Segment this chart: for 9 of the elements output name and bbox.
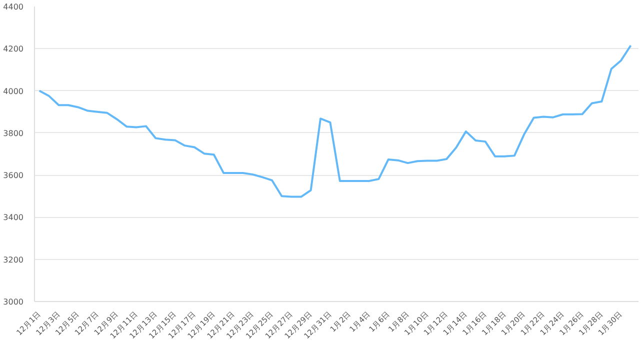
y-tick-label: 3400: [3, 213, 24, 222]
y-tick-label: 3200: [3, 255, 24, 264]
y-tick-label: 4400: [3, 2, 24, 12]
y-tick-label: 4000: [3, 86, 24, 96]
y-tick-label: 4200: [3, 44, 24, 54]
y-tick-label: 3600: [3, 171, 24, 180]
y-tick-label: 3000: [3, 298, 24, 306]
line-series: [38, 44, 632, 198]
y-tick-label: 3800: [3, 128, 24, 138]
